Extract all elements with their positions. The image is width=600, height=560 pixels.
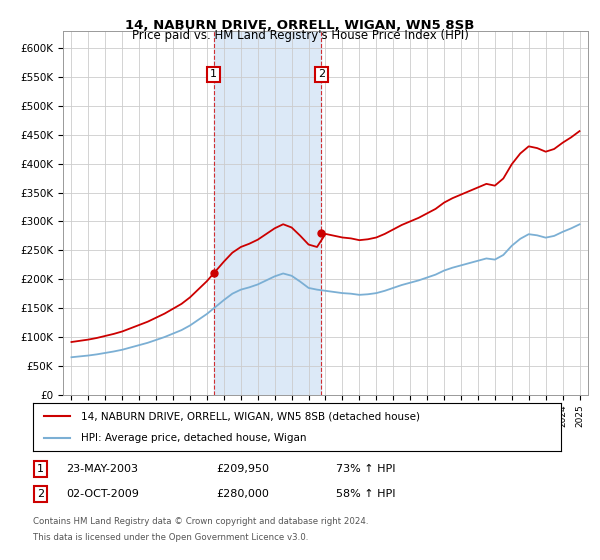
Text: £209,950: £209,950 [216,464,269,474]
Text: 23-MAY-2003: 23-MAY-2003 [66,464,138,474]
Text: HPI: Average price, detached house, Wigan: HPI: Average price, detached house, Wiga… [80,433,306,443]
Text: Price paid vs. HM Land Registry's House Price Index (HPI): Price paid vs. HM Land Registry's House … [131,29,469,42]
Text: 1: 1 [37,464,44,474]
Text: 14, NABURN DRIVE, ORRELL, WIGAN, WN5 8SB (detached house): 14, NABURN DRIVE, ORRELL, WIGAN, WN5 8SB… [80,411,419,421]
Bar [214,31,321,395]
Text: 73% ↑ HPI: 73% ↑ HPI [336,464,395,474]
Text: This data is licensed under the Open Government Licence v3.0.: This data is licensed under the Open Gov… [33,533,308,542]
Text: 2: 2 [318,69,325,80]
Text: Contains HM Land Registry data © Crown copyright and database right 2024.: Contains HM Land Registry data © Crown c… [33,517,368,526]
Text: 02-OCT-2009: 02-OCT-2009 [66,489,139,499]
Text: 1: 1 [210,69,217,80]
Text: £280,000: £280,000 [216,489,269,499]
Text: 58% ↑ HPI: 58% ↑ HPI [336,489,395,499]
Text: 14, NABURN DRIVE, ORRELL, WIGAN, WN5 8SB: 14, NABURN DRIVE, ORRELL, WIGAN, WN5 8SB [125,19,475,32]
Text: 2: 2 [37,489,44,499]
